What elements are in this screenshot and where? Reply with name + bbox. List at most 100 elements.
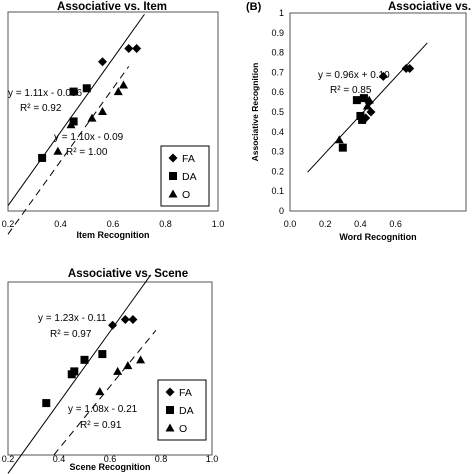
y-tick-label: 0.5 — [271, 107, 284, 117]
data-point-o — [334, 135, 344, 144]
regression-line — [7, 274, 152, 474]
plot-frame — [7, 11, 219, 212]
regression-equation: y = 0.96x + 0.10 — [318, 70, 390, 81]
y-tick-label: 0.3 — [271, 147, 284, 157]
legend-marker-da — [166, 406, 174, 414]
data-point-da — [352, 96, 361, 105]
r-squared-label: R² = 0.92 — [20, 103, 62, 114]
legend-marker-o — [165, 423, 175, 432]
legend-label-o: O — [179, 423, 187, 435]
plot-frame — [7, 281, 213, 456]
regression-equation: y = 1.11x - 0.006 — [8, 88, 82, 99]
data-point-da — [338, 143, 347, 152]
legend-marker-o — [168, 189, 178, 198]
panel-associative-vs-item: Associative vs. Item 0.2 0.4 0.6 0.8 1.0 Item … — [2, 1, 225, 240]
chart-title: Associative vs. Item — [57, 1, 167, 13]
data-point-o — [364, 95, 374, 104]
data-point-da — [359, 94, 368, 103]
x-tick-label: 0.4 — [354, 219, 367, 229]
y-tick-label: 0.8 — [271, 48, 284, 58]
legend-marker-fa — [168, 153, 178, 163]
data-point-fa — [98, 57, 107, 67]
y-tick-label: 0.6 — [271, 87, 284, 97]
y-tick-label: 1 — [279, 8, 284, 18]
data-point-o — [136, 355, 146, 364]
data-point-o — [87, 113, 97, 122]
data-point-da — [38, 153, 47, 162]
data-point-fa — [128, 314, 138, 324]
legend-marker-da — [169, 172, 177, 180]
legend: FA DA O — [160, 145, 210, 207]
data-point-da — [42, 399, 51, 408]
plot-frame — [289, 12, 467, 212]
y-tick-label: 0.1 — [271, 186, 284, 196]
data-point-o — [113, 366, 123, 375]
data-point-da — [69, 117, 78, 126]
x-tick-label: 0.6 — [104, 454, 117, 464]
data-point-fa — [108, 320, 118, 330]
x-tick-label: 0.6 — [107, 219, 120, 229]
y-axis-label: Associative Recognition — [250, 63, 260, 162]
x-tick-label: 0.0 — [284, 219, 297, 229]
x-tick-label: 0.4 — [54, 219, 67, 229]
y-tick-label: 0.7 — [271, 67, 284, 77]
data-point-o — [95, 387, 105, 396]
data-point-da — [80, 355, 89, 364]
x-tick-label: 0.4 — [53, 454, 66, 464]
data-point-da — [358, 115, 367, 124]
r-squared-label: R² = 0.97 — [50, 329, 92, 340]
data-point-fa — [132, 43, 142, 53]
x-axis-label: Item Recognition — [76, 230, 149, 240]
regression-equation: y = 1.08x - 0.21 — [68, 404, 138, 415]
y-tick-label: 0 — [279, 206, 284, 216]
data-point-o — [66, 120, 76, 129]
legend-label-da: DA — [182, 171, 197, 183]
y-tick-label: 0.4 — [271, 127, 284, 137]
data-point-da — [82, 84, 91, 93]
x-tick-label: 0.8 — [155, 454, 168, 464]
regression-line — [53, 330, 157, 456]
legend-label-da: DA — [179, 405, 194, 417]
data-point-fa — [120, 314, 130, 324]
y-tick-label: 0.2 — [271, 166, 284, 176]
legend-label-o: O — [182, 189, 190, 201]
chart-title: Associative vs. Scene — [68, 268, 188, 280]
y-tick-label: 0.9 — [271, 28, 284, 38]
data-point-o — [113, 87, 123, 96]
x-tick-label: 0.6 — [389, 219, 402, 229]
legend: FA DA O — [157, 379, 207, 441]
x-tick-label: 1.0 — [212, 219, 225, 229]
x-tick-label: 0.2 — [2, 219, 15, 229]
data-point-o — [362, 101, 372, 110]
data-point-da — [69, 87, 78, 96]
r-squared-label: R² = 0.85 — [330, 85, 372, 96]
legend-label-fa: FA — [179, 387, 192, 399]
r-squared-label: R² = 0.91 — [80, 420, 122, 431]
legend-marker-fa — [165, 387, 175, 397]
panel-associative-vs-scene: Associative vs. Scene 0.2 0.4 0.6 0.8 1.0 Scen… — [2, 268, 219, 474]
regression-equation: y = 1.10x - 0.09 — [54, 132, 124, 143]
regression-line — [7, 66, 130, 235]
chart-title: Associative vs. Wo — [388, 1, 474, 13]
data-point-da — [70, 367, 79, 376]
data-point-o — [123, 361, 133, 370]
data-point-o — [119, 80, 128, 89]
data-point-da — [98, 350, 107, 359]
x-tick-label: 1.0 — [206, 454, 219, 464]
data-point-fa — [378, 71, 388, 81]
panel-associative-vs-word: Associative vs. Wo (B) 0.0 0.2 0.4 0.6 0 0.1 0.2… — [246, 1, 474, 242]
data-point-o — [53, 146, 63, 155]
x-tick-label: 0.2 — [319, 219, 332, 229]
data-point-fa — [124, 43, 134, 53]
legend-label-fa: FA — [182, 153, 195, 165]
x-axis-label: Word Recognition — [339, 232, 416, 242]
data-point-fa — [366, 107, 376, 117]
data-point-fa — [405, 63, 415, 73]
x-axis-label: Scene Recognition — [69, 462, 150, 472]
data-point-o — [98, 107, 107, 115]
r-squared-label: R² = 1.00 — [66, 147, 108, 158]
panel-label: (B) — [246, 1, 262, 13]
x-tick-label: 0.2 — [2, 454, 15, 464]
x-tick-label: 0.8 — [159, 219, 172, 229]
